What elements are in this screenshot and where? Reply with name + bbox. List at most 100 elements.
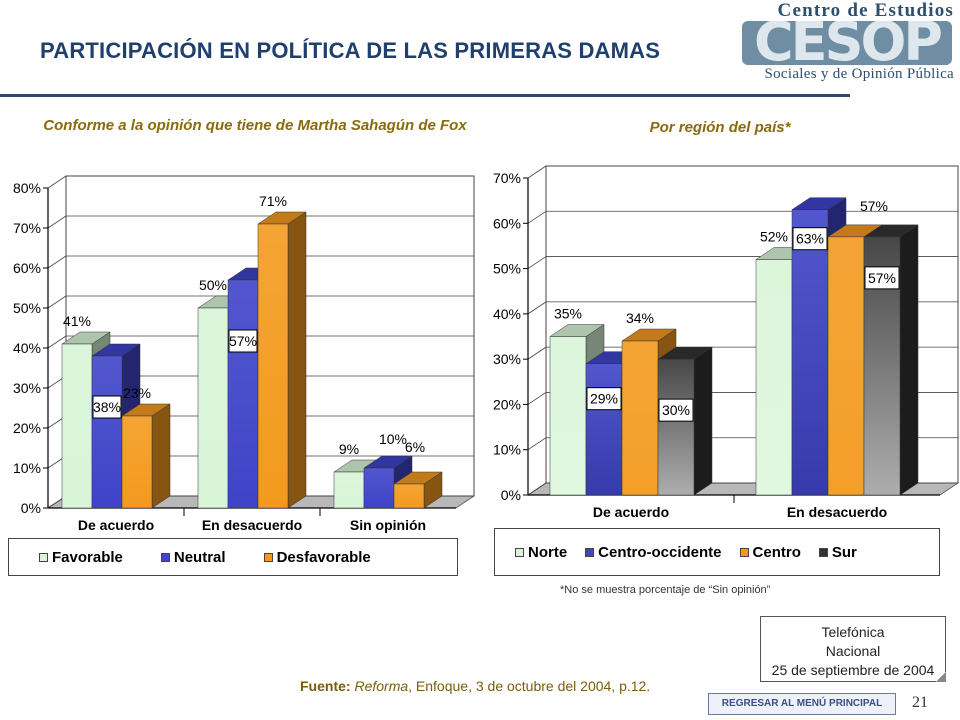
region-bar-chart: 0% 10% 20% 30% 40% 50% 60% 70% De acuerdo 35% 29% 3… bbox=[493, 165, 960, 520]
category-label-en-desacuerdo: En desacuerdo bbox=[787, 504, 887, 520]
y-tick-label: 10% bbox=[13, 460, 41, 476]
bar-sur-en-desacuerdo bbox=[863, 224, 919, 496]
y-tick-label: 80% bbox=[13, 180, 41, 196]
source-publication: Reforma bbox=[354, 678, 409, 694]
data-label-sur-de-acuerdo: 30% bbox=[662, 402, 690, 418]
data-label-favorable-sin-opinion: 9% bbox=[339, 441, 359, 457]
survey-date: 25 de septiembre de 2004 bbox=[771, 662, 935, 678]
y-tick-label: 50% bbox=[13, 300, 41, 316]
bar-desfavorable-en-desacuerdo bbox=[257, 211, 307, 509]
gridline-diagonal bbox=[47, 255, 67, 269]
bar-front bbox=[333, 471, 365, 509]
legend-label: Desfavorable bbox=[276, 548, 371, 566]
bar-side bbox=[287, 211, 307, 509]
bar-front bbox=[657, 358, 695, 496]
source-note: Fuente: Reforma, Enfoque, 3 de octubre d… bbox=[300, 678, 650, 694]
legend-item-favorable: Favorable bbox=[39, 549, 123, 566]
footnote: *No se muestra porcentaje de “Sin opinió… bbox=[560, 584, 771, 596]
y-tick-label: 60% bbox=[13, 260, 41, 276]
gridline-diagonal bbox=[47, 335, 67, 349]
bar-side bbox=[693, 346, 713, 496]
gridline-diagonal bbox=[527, 256, 547, 269]
logo-top-text: Centro de Estudios bbox=[777, 0, 954, 21]
bar-front bbox=[621, 340, 659, 496]
agreement-bar-chart: 0% 10% 20% 30% 40% 50% 60% 70% 80% De acuerdo 41% 3… bbox=[13, 175, 476, 533]
bar-front bbox=[585, 363, 623, 496]
data-label-desfavorable-en-desacuerdo: 71% bbox=[259, 193, 287, 209]
data-label-centro-de-acuerdo: 34% bbox=[626, 310, 654, 326]
data-label-neutral-de-acuerdo: 38% bbox=[93, 399, 121, 415]
page-title: PARTICIPACIÓN EN POLÍTICA DE LAS PRIMERA… bbox=[40, 38, 661, 63]
logo-mark-text: CESOP bbox=[754, 21, 943, 65]
legend-item-centro-occidente: Centro-occidente bbox=[585, 543, 722, 561]
y-tick-label: 60% bbox=[493, 215, 521, 231]
data-label-box bbox=[792, 227, 828, 251]
bar-front bbox=[363, 467, 395, 509]
bar-front bbox=[827, 236, 865, 496]
data-label-neutral-sin-opinion: 10% bbox=[379, 431, 407, 447]
data-label-desfavorable-sin-opinion: 6% bbox=[405, 439, 425, 455]
legend-label: Sur bbox=[831, 543, 857, 561]
bar-front bbox=[791, 209, 829, 496]
gridline-diagonal bbox=[527, 437, 547, 451]
bar-front bbox=[393, 483, 425, 509]
category-label-en-desacuerdo: En desacuerdo bbox=[202, 517, 302, 533]
bar-desfavorable-sin-opinion bbox=[393, 471, 443, 509]
legend-swatch bbox=[515, 547, 524, 557]
data-label-neutral-en-desacuerdo: 57% bbox=[229, 333, 257, 349]
y-tick-label: 0% bbox=[501, 487, 521, 503]
survey-scope: Nacional bbox=[825, 643, 881, 659]
y-tick-label: 30% bbox=[493, 351, 521, 367]
y-tick-label: 30% bbox=[13, 380, 41, 396]
data-label-box bbox=[92, 395, 122, 419]
right-chart-legend: Norte Centro-occidente Centro Sur bbox=[494, 528, 940, 576]
data-label-norte-en-desacuerdo: 52% bbox=[760, 229, 788, 245]
legend-label: Centro bbox=[752, 543, 801, 561]
data-label-centro-occidente-de-acuerdo: 29% bbox=[590, 391, 618, 407]
gridline-diagonal bbox=[527, 392, 547, 405]
data-label-sur-en-desacuerdo: 57% bbox=[868, 270, 896, 286]
logo-bottom-text: Sociales y de Opinión Pública bbox=[764, 66, 954, 82]
gridline-diagonal bbox=[527, 301, 547, 315]
legend-swatch bbox=[818, 547, 828, 557]
legend-swatch bbox=[585, 547, 595, 557]
data-label-desfavorable-de-acuerdo: 23% bbox=[123, 385, 151, 401]
bar-front bbox=[257, 223, 289, 509]
y-tick-label: 70% bbox=[13, 220, 41, 236]
bar-front bbox=[91, 355, 123, 509]
y-tick-label: 50% bbox=[493, 261, 521, 277]
page-number: 21 bbox=[912, 694, 928, 711]
data-label-box bbox=[864, 266, 900, 290]
bar-front bbox=[121, 415, 153, 509]
left-chart-legend: Favorable Neutral Desfavorable bbox=[8, 538, 458, 576]
category-label-sin-opinion: Sin opinión bbox=[350, 517, 426, 533]
cesop-logo: Centro de Estudios CESOP Sociales y de O… bbox=[738, 0, 960, 96]
title-divider bbox=[0, 94, 850, 97]
bar-desfavorable-de-acuerdo bbox=[121, 403, 171, 509]
legend-label: Centro-occidente bbox=[598, 543, 722, 561]
survey-type: Telefónica bbox=[821, 624, 885, 640]
legend-label: Norte bbox=[528, 543, 568, 561]
survey-info-box: Telefónica Nacional 25 de septiembre de … bbox=[760, 616, 946, 682]
legend-item-desfavorable: Desfavorable bbox=[263, 548, 371, 566]
y-tick-label: 20% bbox=[493, 396, 521, 412]
y-tick-label: 20% bbox=[13, 420, 41, 436]
main-menu-button[interactable]: REGRESAR AL MENÚ PRINCIPAL bbox=[708, 693, 896, 715]
gridline-diagonal bbox=[527, 165, 547, 179]
bar-front bbox=[197, 307, 229, 509]
y-tick-label: 40% bbox=[493, 306, 521, 322]
data-label-box bbox=[228, 329, 258, 353]
category-label-de-acuerdo: De acuerdo bbox=[78, 517, 154, 533]
data-label-centro-occidente-en-desacuerdo: 63% bbox=[796, 231, 824, 247]
legend-swatch bbox=[39, 552, 48, 562]
data-label-box bbox=[658, 398, 694, 422]
bar-front bbox=[227, 279, 259, 509]
legend-swatch bbox=[739, 547, 749, 557]
gridline-diagonal bbox=[527, 482, 547, 496]
gridline-diagonal bbox=[47, 215, 67, 229]
left-chart-title: Conforme a la opinión que tiene de Marth… bbox=[43, 117, 467, 134]
legend-item-norte: Norte bbox=[515, 544, 567, 561]
legend-label: Favorable bbox=[52, 548, 123, 566]
bar-side bbox=[899, 224, 919, 496]
bar-front bbox=[61, 343, 93, 509]
